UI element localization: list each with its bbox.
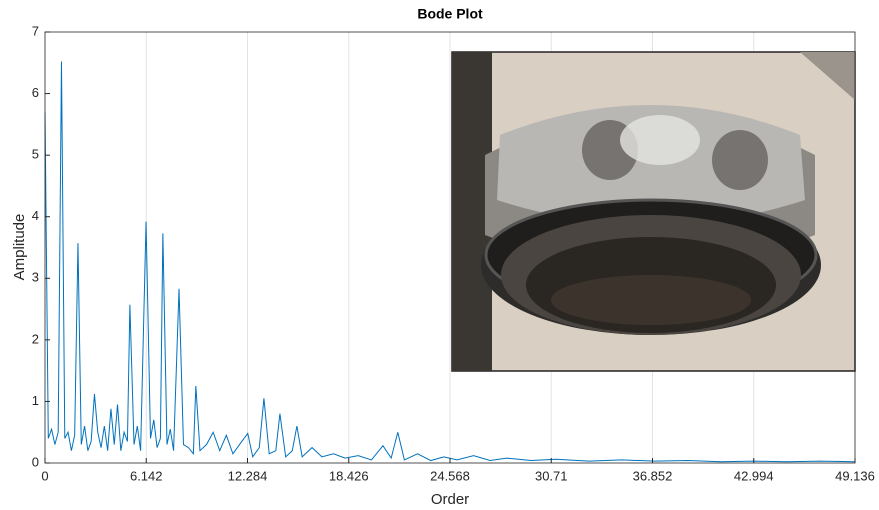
y-tick-label: 2 xyxy=(32,331,39,346)
x-axis-label: Order xyxy=(431,491,469,508)
y-axis-label: Amplitude xyxy=(11,214,28,281)
plot xyxy=(44,61,856,463)
x-tick-label: 12.284 xyxy=(228,468,268,483)
chart-title: Bode Plot xyxy=(417,6,483,22)
x-tick-label: 42.994 xyxy=(734,468,774,483)
x-tick-label: 49.136 xyxy=(835,468,875,483)
x-tick-label: 36.852 xyxy=(633,468,673,483)
data-line xyxy=(44,61,856,463)
x-tick-label: 0 xyxy=(41,468,48,483)
y-tick-label: 7 xyxy=(32,23,39,38)
inset-photo xyxy=(451,51,856,372)
x-tick-label: 30.71 xyxy=(535,468,568,483)
y-tick-label: 1 xyxy=(32,393,39,408)
y-tick-label: 0 xyxy=(32,454,39,469)
y-tick-label: 4 xyxy=(32,208,39,223)
x-tick-label: 18.426 xyxy=(329,468,369,483)
y-tick-label: 5 xyxy=(32,147,39,162)
y-tick-label: 3 xyxy=(32,270,39,285)
x-tick-label: 24.568 xyxy=(430,468,470,483)
x-tick-label: 6.142 xyxy=(130,468,163,483)
y-tick-label: 6 xyxy=(32,85,39,100)
